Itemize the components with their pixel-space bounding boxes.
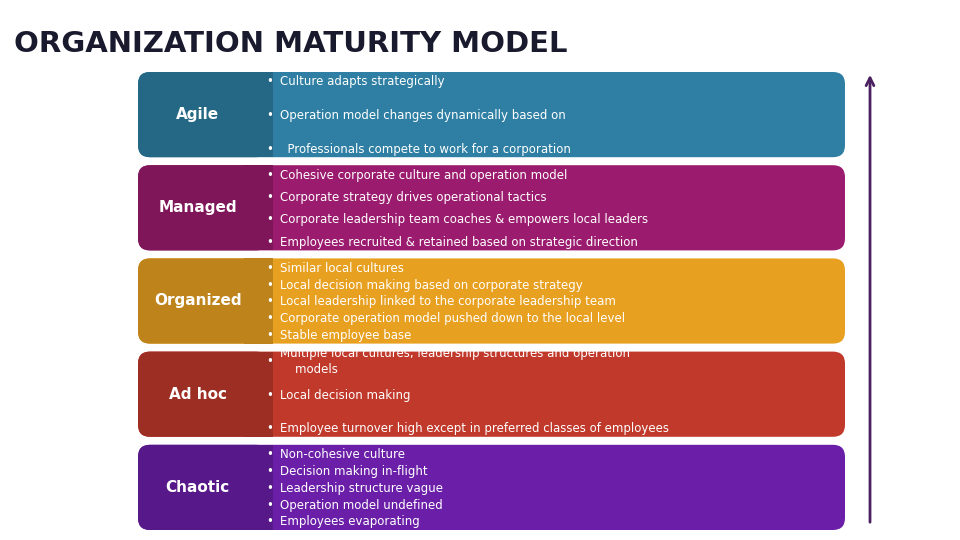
Text: •: • [266,422,273,435]
Text: •: • [266,262,273,275]
Text: Ad hoc: Ad hoc [169,387,227,402]
Text: Cohesive corporate culture and operation model: Cohesive corporate culture and operation… [280,168,567,181]
Text: Decision making in-flight: Decision making in-flight [280,465,427,478]
FancyBboxPatch shape [244,165,273,251]
FancyBboxPatch shape [138,259,845,343]
Text: •: • [266,143,273,156]
Text: •: • [266,355,273,368]
Text: Employees evaporating: Employees evaporating [280,516,420,529]
Text: •: • [266,236,273,249]
Text: Organized: Organized [154,294,242,308]
Text: Employee turnover high except in preferred classes of employees: Employee turnover high except in preferr… [280,422,669,435]
FancyBboxPatch shape [138,445,268,530]
Text: Culture adapts strategically: Culture adapts strategically [280,76,444,89]
Text: •: • [266,191,273,204]
Text: •: • [266,76,273,89]
Text: •: • [266,213,273,226]
FancyBboxPatch shape [138,165,268,251]
Text: Corporate strategy drives operational tactics: Corporate strategy drives operational ta… [280,191,546,204]
Text: •: • [266,295,273,308]
FancyBboxPatch shape [138,259,268,343]
Text: •: • [266,499,273,512]
FancyBboxPatch shape [138,72,845,157]
FancyBboxPatch shape [138,165,845,251]
Text: •: • [266,389,273,402]
Text: •: • [266,109,273,122]
Text: Stable employee base: Stable employee base [280,329,412,342]
FancyBboxPatch shape [138,72,268,157]
Text: ORGANIZATION MATURITY MODEL: ORGANIZATION MATURITY MODEL [14,30,567,58]
FancyBboxPatch shape [244,352,273,437]
Text: Corporate leadership team coaches & empowers local leaders: Corporate leadership team coaches & empo… [280,213,648,226]
Text: Leadership structure vague: Leadership structure vague [280,482,443,495]
Text: Local leadership linked to the corporate leadership team: Local leadership linked to the corporate… [280,295,616,308]
Text: •: • [266,516,273,529]
Text: Corporate operation model pushed down to the local level: Corporate operation model pushed down to… [280,312,625,325]
Text: Operation model changes dynamically based on: Operation model changes dynamically base… [280,109,565,122]
Text: Similar local cultures: Similar local cultures [280,262,404,275]
FancyBboxPatch shape [138,352,845,437]
Text: Agile: Agile [177,107,220,122]
FancyBboxPatch shape [244,72,273,157]
FancyBboxPatch shape [138,352,268,437]
FancyBboxPatch shape [244,259,273,343]
Text: Managed: Managed [158,200,237,215]
Text: •: • [266,312,273,325]
Text: Operation model undefined: Operation model undefined [280,499,443,512]
Text: •: • [266,465,273,478]
Text: Non-cohesive culture: Non-cohesive culture [280,448,405,461]
FancyBboxPatch shape [244,445,273,530]
Text: •: • [266,482,273,495]
Text: Local decision making based on corporate strategy: Local decision making based on corporate… [280,279,583,292]
Text: •: • [266,448,273,461]
Text: Local decision making: Local decision making [280,389,411,402]
FancyBboxPatch shape [138,445,845,530]
Text: Multiple local cultures, leadership structures and operation
    models: Multiple local cultures, leadership stru… [280,347,630,376]
Text: •: • [266,168,273,181]
Text: Employees recruited & retained based on strategic direction: Employees recruited & retained based on … [280,236,637,249]
Text: Professionals compete to work for a corporation: Professionals compete to work for a corp… [280,143,571,156]
Text: •: • [266,279,273,292]
Text: •: • [266,329,273,342]
Text: Chaotic: Chaotic [166,480,230,495]
